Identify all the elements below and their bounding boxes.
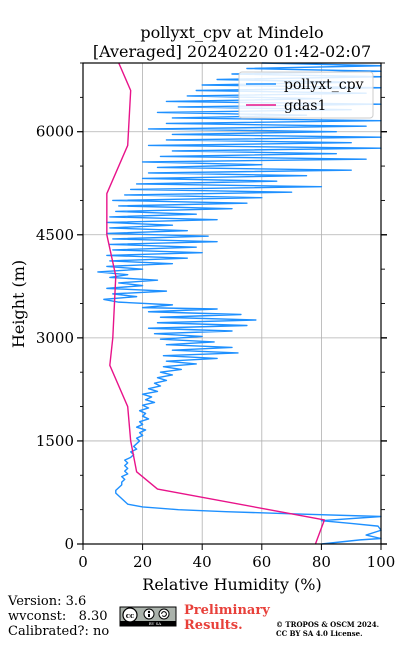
cc-icon [122, 607, 138, 623]
version-text: Version: 3.6 [7, 594, 86, 609]
y-axis-label: Height (m) [9, 260, 28, 348]
x-tick-label: 0 [78, 553, 88, 571]
x-tick-label: 100 [367, 553, 396, 571]
x-tick-label: 60 [252, 553, 271, 571]
preliminary-line1: Preliminary [184, 603, 270, 618]
legend-label-pollyxt: pollyxt_cpv [284, 77, 364, 93]
svg-text:cc: cc [126, 611, 135, 620]
x-axis-label: Relative Humidity (%) [142, 575, 321, 594]
axes: 0 20 40 60 80 100 0 1500 3000 4500 6000 [36, 62, 396, 571]
y-tick-label: 3000 [36, 329, 74, 347]
sa-icon [158, 608, 170, 620]
y-tick-label: 4500 [36, 226, 74, 244]
series-layer [97, 62, 382, 545]
legend-label-gdas1: gdas1 [284, 98, 326, 114]
series-line-gdas1 [106, 62, 326, 545]
x-tick-label: 80 [312, 553, 331, 571]
x-tick-label: 20 [133, 553, 152, 571]
preliminary-line2: Results. [184, 618, 243, 633]
x-tick-label: 40 [193, 553, 212, 571]
y-tick-label: 6000 [36, 123, 74, 141]
chart-title-line1: pollyxt_cpv at Mindelo [140, 23, 323, 42]
y-tick-label: 1500 [36, 432, 74, 450]
chart-title-line2: [Averaged] 20240220 01:42-02:07 [93, 42, 371, 61]
copyright-line2: CC BY SA 4.0 License. [276, 629, 363, 638]
calibrated-text: Calibrated?: no [8, 624, 109, 639]
copyright-line1: © TROPOS & OSCM 2024. [276, 620, 379, 629]
y-tick-label: 0 [64, 535, 74, 553]
wvconst-text: wvconst: 8.30 [8, 609, 108, 624]
series-line-pollyxt-cpv [97, 62, 382, 545]
legend: pollyxt_cpv gdas1 [238, 71, 374, 119]
license-badge-text: BY SA [149, 621, 162, 626]
cc-license-badge: cc BY SA [119, 606, 177, 627]
